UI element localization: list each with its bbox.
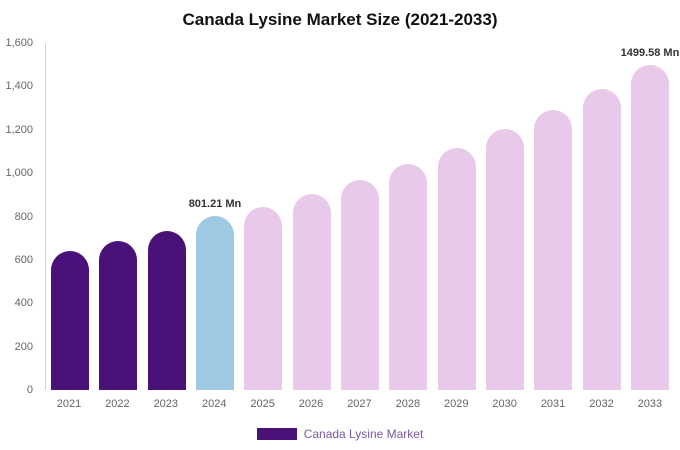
bar-value-label: 801.21 Mn [188, 198, 242, 211]
legend-label: Canada Lysine Market [303, 427, 424, 441]
bar-column: 1499.58 Mn [621, 43, 679, 390]
bar-2026[interactable] [292, 193, 331, 390]
bar-column [437, 43, 477, 390]
bar-column [147, 43, 187, 390]
bar-column [98, 43, 138, 390]
x-axis-label: 2022 [105, 398, 130, 410]
bar-2023[interactable] [147, 231, 186, 390]
x-axis-label: 2021 [56, 398, 82, 410]
y-axis-tick: 1,400 [5, 80, 33, 93]
y-axis-tick: 600 [14, 253, 33, 266]
bar-2033[interactable] [630, 64, 669, 390]
legend-swatch [256, 428, 297, 440]
x-axis-label: 2030 [492, 398, 517, 410]
x-axis-label: 2027 [347, 398, 372, 410]
bar-column [50, 43, 90, 390]
plot-area: 801.21 Mn 1499.58 Mn [45, 43, 679, 390]
x-axis-label: 2023 [153, 398, 179, 410]
bar-2032[interactable] [582, 88, 621, 390]
chart-title: Canada Lysine Market Size (2021-2033) [182, 10, 498, 29]
bar-2029[interactable] [437, 147, 476, 390]
bar-2025[interactable] [244, 206, 283, 390]
bar-column [485, 43, 525, 390]
bar-column [582, 43, 622, 390]
bar-column [292, 43, 332, 390]
y-axis-tick: 1,200 [5, 123, 33, 136]
legend[interactable]: Canada Lysine Market [0, 427, 680, 441]
bar-2027[interactable] [340, 180, 379, 390]
y-axis-tick: 200 [14, 340, 33, 353]
x-axis-label: 2031 [540, 398, 566, 410]
x-axis-label: 2032 [589, 398, 614, 410]
x-axis-label: 2024 [201, 398, 227, 410]
x-axis: 2021 2022 2023 2024 2025 2026 2027 2028 2029 2030… [45, 390, 674, 410]
bar-2028[interactable] [389, 164, 428, 390]
y-axis-tick: 1,600 [5, 37, 33, 49]
bar-2030[interactable] [485, 129, 524, 390]
x-axis-label: 2033 [637, 398, 663, 410]
bar-2031[interactable] [534, 110, 573, 390]
bar-2024[interactable] [195, 216, 234, 390]
x-axis-label: 2026 [298, 398, 324, 410]
bar-value-label: 1499.58 Mn [620, 46, 680, 59]
y-axis: 0 200 400 600 800 1,000 1,200 1,400 1,600 [0, 37, 40, 396]
bar-column [533, 43, 573, 390]
x-axis-label: 2029 [444, 398, 469, 410]
chart-area: 0 200 400 600 800 1,000 1,200 1,400 1,600 801.21… [5, 37, 679, 410]
x-axis-label: 2028 [395, 398, 421, 410]
bar-column [388, 43, 428, 390]
y-axis-tick: 1,000 [5, 167, 33, 180]
bar-column [243, 43, 283, 390]
y-axis-tick: 400 [14, 297, 33, 310]
y-axis-tick: 800 [14, 210, 33, 223]
bar-column: 801.21 Mn [189, 43, 241, 390]
y-axis-tick: 0 [26, 384, 33, 396]
x-axis-label: 2025 [250, 398, 275, 410]
bar-2022[interactable] [99, 241, 138, 390]
bar-column [340, 43, 380, 390]
bar-2021[interactable] [51, 251, 89, 390]
